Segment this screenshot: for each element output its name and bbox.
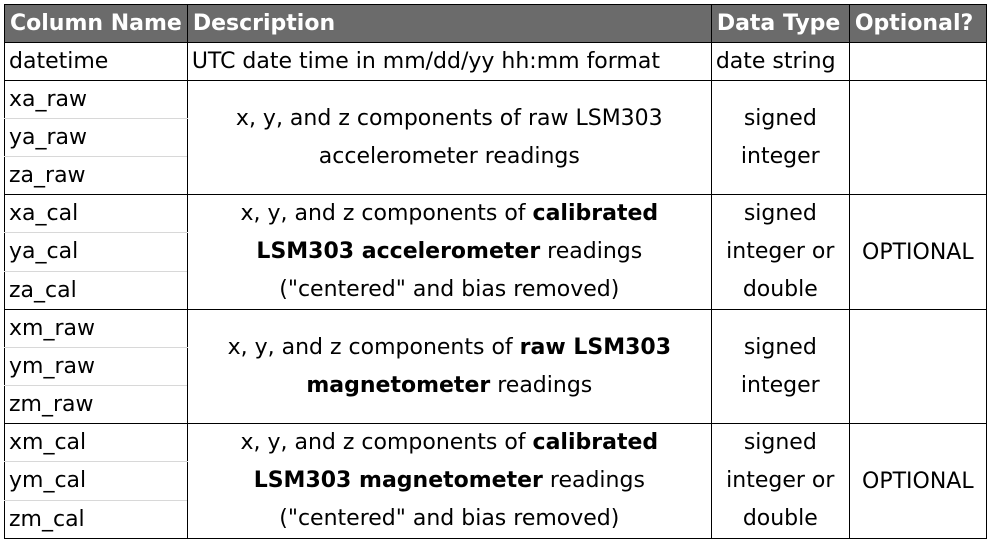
description-text: readings	[542, 468, 645, 493]
description-text: x, y, and z components of	[240, 201, 533, 226]
data-type-cell: signed integer or double	[710, 194, 850, 310]
data-type-line: signed	[743, 201, 817, 226]
data-dictionary-table: Column Name Description Data Type Option…	[4, 4, 987, 540]
description-text: ("centered" and bias removed)	[279, 277, 620, 302]
description-bold: LSM303 accelerometer	[256, 239, 541, 264]
data-type-line: signed	[743, 430, 817, 455]
header-description: Description	[186, 4, 712, 43]
table-row: zm_raw	[4, 385, 987, 424]
data-type-cell: signed integer or double	[710, 423, 850, 539]
header-column-name: Column Name	[4, 4, 188, 43]
description-bold: magnetometer	[306, 372, 491, 398]
column-name-cell: zm_cal	[4, 499, 188, 540]
table-row: xa_cal x, y, and z components of calibra…	[4, 193, 987, 310]
column-name-cell: ya_cal	[4, 232, 188, 272]
optional-cell	[848, 80, 987, 195]
column-name-cell: za_raw	[4, 156, 188, 195]
optional-cell: OPTIONAL	[848, 194, 987, 310]
column-name-cell: xm_raw	[4, 309, 188, 348]
data-type-line: integer	[740, 372, 820, 398]
description-text: x, y, and z components of	[240, 430, 533, 455]
data-type-line: signed	[743, 334, 817, 360]
data-type-line: double	[742, 277, 818, 302]
header-optional: Optional?	[848, 4, 987, 43]
description-text: x, y, and z components of	[227, 334, 520, 360]
optional-cell	[848, 309, 987, 424]
data-type-cell: signed integer	[710, 309, 850, 424]
table-row: xm_cal x, y, and z components of calibra…	[4, 422, 987, 539]
description-text: readings	[540, 239, 643, 264]
description-cell: x, y, and z components of calibrated LSM…	[186, 423, 712, 539]
description-bold: LSM303 magnetometer	[253, 468, 543, 493]
data-type-cell: signed integer	[710, 80, 850, 195]
data-type-cell: date string	[710, 42, 850, 81]
description-text: ("centered" and bias removed)	[279, 506, 620, 531]
column-name-cell: za_cal	[4, 270, 188, 311]
description-line: x, y, and z components of raw LSM303	[235, 105, 663, 131]
description-cell: x, y, and z components of raw LSM303 acc…	[186, 80, 712, 195]
data-type-line: integer or	[726, 239, 835, 264]
description-bold: calibrated	[532, 430, 659, 455]
optional-cell	[848, 42, 987, 81]
header-data-type: Data Type	[710, 4, 850, 43]
column-name-cell: ya_raw	[4, 118, 188, 157]
table-row: ya_cal	[4, 232, 987, 272]
optional-cell: OPTIONAL	[848, 423, 987, 539]
description-cell: UTC date time in mm/dd/yy hh:mm format	[186, 42, 712, 81]
data-type-line: signed	[743, 105, 817, 131]
description-bold: raw LSM303	[519, 334, 672, 360]
column-name-cell: xm_cal	[4, 422, 188, 463]
header-row: Column Name Description Data Type Option…	[4, 4, 987, 43]
column-name-cell: xa_cal	[4, 193, 188, 234]
column-name-cell: datetime	[4, 42, 188, 81]
description-cell: x, y, and z components of calibrated LSM…	[186, 194, 712, 310]
description-bold: calibrated	[532, 201, 659, 226]
description-line: accelerometer readings	[318, 143, 580, 169]
data-type-line: integer	[740, 143, 820, 169]
data-type-line: double	[742, 506, 818, 531]
table-row: zm_cal	[4, 499, 987, 540]
column-name-cell: ym_raw	[4, 347, 188, 386]
column-name-cell: zm_raw	[4, 385, 188, 424]
data-type-line: integer or	[726, 468, 835, 493]
description-cell: x, y, and z components of raw LSM303 mag…	[186, 309, 712, 424]
table-row: ya_raw	[4, 118, 987, 157]
table-row: xa_raw x, y, and z components of raw LSM…	[4, 80, 987, 195]
description-text: readings	[490, 372, 593, 398]
table-row: xm_raw x, y, and z components of raw LSM…	[4, 309, 987, 424]
table-row: datetime UTC date time in mm/dd/yy hh:mm…	[4, 42, 987, 81]
table-row: za_cal	[4, 270, 987, 311]
column-name-cell: ym_cal	[4, 461, 188, 501]
table-row: za_raw	[4, 156, 987, 195]
column-name-cell: xa_raw	[4, 80, 188, 119]
